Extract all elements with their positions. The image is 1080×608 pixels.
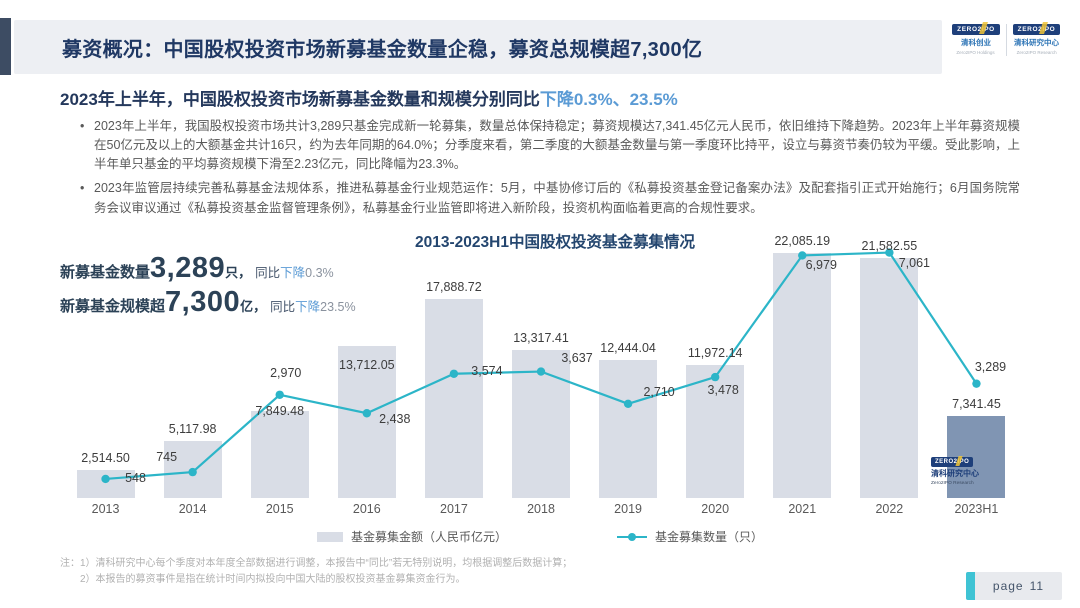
stat-fund-scale: 新募基金规模超 7,300 亿， 同比 下降 23.5% [60,286,356,318]
zero2ipo-logo-icon: ZERO2IPO [931,457,974,467]
line-value-label-2017: 3,574 [471,363,503,378]
bar-value-label-2019: 12,444.04 [600,340,656,355]
bullet-item-regulation: 2023年监管层持续完善私募基金法规体系，推进私募基金行业规范运作：5月，中基协… [78,179,1020,217]
line-value-label-2013: 548 [125,470,146,485]
line-value-label-2018: 3,637 [561,350,593,365]
line-series [101,248,981,484]
note-line-2: 2）本报告的募资事件是指在统计时间内拟投向中国大陆的股权投资基金募集资金行为。 [80,574,466,585]
bullet-item-fundraising: 2023年上半年，我国股权投资市场共计3,289只基金完成新一轮募集，数量总体保… [78,117,1020,174]
bar-2015 [250,410,309,498]
page-label: page [992,579,1024,593]
x-axis-label-2022: 2022 [875,502,904,516]
stat-fund-count: 新募基金数量 3,289 只， 同比 下降 0.3% [60,252,334,284]
bar-value-label-2017: 17,888.72 [426,280,482,295]
bar-value-label-2014: 5,117.98 [168,422,217,437]
x-axis-label-2019: 2019 [614,502,642,516]
line-value-label-2020: 3,478 [707,383,739,398]
logo-zero2ipo-research: ZERO2IPO 清科研究中心 Zero2IPO Research [1006,24,1066,56]
data-point-2015 [275,390,284,399]
data-point-2016 [362,409,372,418]
page-badge: page 11 [966,572,1062,600]
line-value-label-2015: 2,970 [270,365,302,380]
data-point-2020 [710,372,720,382]
data-point-2022 [885,248,894,257]
bar-2021 [773,252,832,498]
page-accent-bar [966,572,975,600]
logo-zero2ipo-holdings: ZERO2IPO 清科创业 Zero2IPO Holdings [946,24,1006,56]
data-point-2018 [536,367,546,376]
x-axis-label-2017: 2017 [440,502,468,516]
bar-2019 [599,359,658,498]
bar-value-label-2015: 7,849.48 [255,403,305,418]
zero2ipo-logo-icon: ZERO2IPO [1012,24,1061,35]
bar-value-label-2023H1: 7,341.45 [952,397,1001,412]
x-axis-label-2013: 2013 [91,502,120,516]
line-swatch-icon [617,532,647,542]
data-point-2014 [188,467,197,477]
x-axis-label-2015: 2015 [265,502,294,516]
legend-item-amount: 基金募集金额（人民币亿元） [316,528,507,545]
bar-value-label-2021: 22,085.19 [774,233,831,248]
header-title-band: 募资概况：中国股权投资市场新募基金数量企稳，募资总规模超7,300亿 [14,20,942,74]
line-value-label-2016: 2,438 [379,412,411,427]
bar-2022 [860,258,919,498]
line-value-label-2023H1: 3,289 [974,359,1007,374]
watermark-logo: ZERO2IPO 清科研究中心 Zero2IPO Research [931,457,979,486]
line-value-label-2021: 6,979 [805,258,837,273]
page-number: 11 [1029,579,1045,593]
bullet-list: 2023年上半年，我国股权投资市场共计3,289只基金完成新一轮募集，数量总体保… [78,117,1020,223]
legend-item-count: 基金募集数量（只） [617,528,763,545]
line-value-label-2022: 7,061 [898,255,930,270]
data-point-2017 [449,369,459,378]
key-stats: 新募基金数量 3,289 只， 同比 下降 0.3% 新募基金规模超 7,300 亿， 同比 下降… [60,252,356,320]
x-axis-label-2016: 2016 [352,502,381,516]
data-point-2023H1 [972,379,981,388]
bar-2016 [337,345,396,498]
bar-swatch-icon [316,531,343,542]
chart-legend: 基金募集金额（人民币亿元） 基金募集数量（只） [0,528,1080,545]
line-value-label-2019: 2,710 [643,384,675,399]
bar-value-label-2016: 13,712.05 [339,357,395,372]
data-point-2019 [623,399,633,409]
header-accent-block [0,18,11,75]
bar-2020 [686,364,745,498]
page-title: 募资概况：中国股权投资市场新募基金数量企稳，募资总规模超7,300亿 [62,38,703,61]
bar-2017 [424,299,483,498]
bar-value-label-2018: 13,317.41 [513,331,569,346]
bar-2013 [76,470,135,498]
data-point-2021 [798,251,807,260]
x-axis-label-2021: 2021 [788,502,817,516]
subtitle: 2023年上半年，中国股权投资市场新募基金数量和规模分别同比下降0.3%、23.… [60,90,678,109]
line-value-label-2014: 745 [156,450,178,465]
x-axis-label-2018: 2018 [527,502,555,516]
bar-value-label-2013: 2,514.50 [81,451,130,466]
note-line-1: 注：1）清科研究中心每个季度对本年度全部数据进行调整，本报告中“同比”若无特别说… [60,558,573,569]
x-axis-label-2014: 2014 [178,502,207,516]
bar-value-label-2022: 21,582.55 [861,239,918,254]
subtitle-highlight: 下降0.3%、23.5% [539,90,678,109]
chart-plot: ZERO2IPO 清科研究中心 Zero2IPO Research 2,514.… [62,234,1020,520]
zero2ipo-logo-icon: ZERO2IPO [952,24,1000,35]
chart-title: 2013-2023H1中国股权投资基金募集情况 [415,234,695,251]
brand-logos: ZERO2IPO 清科创业 Zero2IPO Holdings ZERO2IPO… [946,24,1066,56]
footnotes: 注：1）清科研究中心每个季度对本年度全部数据进行调整，本报告中“同比”若无特别说… [60,556,572,588]
x-axis-label-2023H1: 2023H1 [954,502,999,516]
data-point-2013 [101,474,110,484]
bar-value-label-2020: 11,972.14 [687,345,743,360]
x-axis-label-2020: 2020 [701,502,730,516]
